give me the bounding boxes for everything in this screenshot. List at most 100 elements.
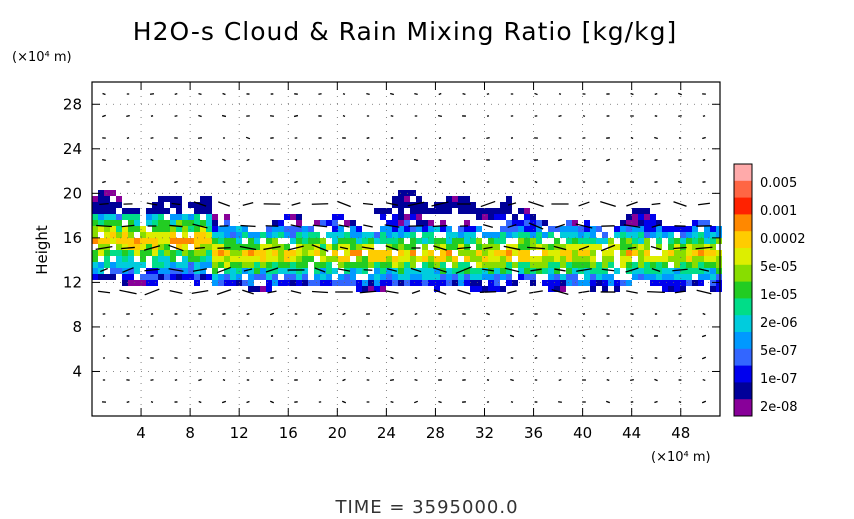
field-cell-1042	[668, 280, 674, 286]
field-cell-120	[152, 214, 158, 220]
field-cell-878	[566, 274, 572, 280]
field-cell-204	[194, 208, 200, 214]
wind-vector-384	[696, 289, 712, 295]
field-cell-953	[620, 232, 626, 238]
field-cell-188	[182, 250, 188, 256]
field-cell-360	[278, 268, 284, 274]
field-cell-925	[596, 262, 602, 268]
wind-vector-163	[342, 378, 346, 382]
field-cell-922	[596, 226, 602, 232]
field-cell-119	[152, 208, 158, 214]
field-cell-714	[476, 238, 482, 244]
field-cell-835	[542, 250, 548, 256]
field-cell-108	[146, 208, 152, 214]
field-cell-972	[632, 214, 638, 220]
field-cell-1044	[674, 226, 680, 232]
field-cell-169	[170, 274, 176, 280]
x-tick-label-9: 40	[573, 424, 592, 442]
field-cell-306	[248, 244, 254, 250]
wind-vector-60	[198, 93, 202, 95]
field-cell-576	[404, 262, 410, 268]
field-cell-804	[524, 226, 530, 232]
wind-vector-155	[337, 200, 351, 208]
wind-vector-83	[217, 266, 231, 274]
field-cell-715	[476, 244, 482, 250]
field-cell-516	[380, 232, 386, 238]
field-cell-626	[428, 268, 434, 274]
field-cell-1088	[698, 244, 704, 250]
field-cell-97	[134, 268, 140, 274]
field-cell-583	[410, 214, 416, 220]
colorbar-swatch-4	[734, 231, 752, 249]
field-cell-195	[188, 220, 194, 226]
field-cell-631	[434, 226, 440, 232]
field-cell-755	[494, 280, 500, 286]
field-cell-259	[218, 250, 224, 256]
field-cell-557	[398, 232, 404, 238]
field-cell-1004	[644, 268, 650, 274]
field-cell-877	[566, 268, 572, 274]
colorbar-swatch-3	[734, 214, 752, 232]
chart-title: H2O-s Cloud & Rain Mixing Ratio [kg/kg]	[133, 17, 677, 46]
field-cell-857	[554, 274, 560, 280]
field-cell-444	[332, 256, 338, 262]
field-cell-152	[164, 244, 170, 250]
wind-vector-367	[673, 246, 687, 250]
field-cell-367	[284, 256, 290, 262]
field-cell-833	[542, 232, 548, 238]
field-cell-983	[638, 214, 644, 220]
wind-vector-360	[678, 92, 682, 96]
field-cell-1067	[686, 238, 692, 244]
field-cell-923	[596, 238, 602, 244]
field-cell-759	[500, 214, 506, 220]
field-cell-689	[464, 220, 470, 226]
field-cell-324	[260, 244, 266, 250]
field-cell-632	[434, 238, 440, 244]
colorbar-swatch-13	[734, 382, 752, 400]
field-cell-978	[632, 250, 638, 256]
field-cell-27	[104, 196, 110, 202]
field-cell-52	[116, 196, 122, 202]
field-cell-362	[284, 214, 290, 220]
field-cell-345	[272, 238, 278, 244]
field-cell-358	[278, 256, 284, 262]
field-cell-522	[380, 274, 386, 280]
field-cell-650	[440, 274, 446, 280]
wind-vector-171	[363, 224, 373, 228]
x-tick-label-11: 48	[671, 424, 690, 442]
field-cell-38	[104, 262, 110, 268]
field-cell-389	[296, 256, 302, 262]
field-cell-489	[362, 256, 368, 262]
field-cell-126	[152, 250, 158, 256]
field-cell-590	[410, 262, 416, 268]
field-cell-596	[416, 208, 422, 214]
wind-vector-177	[365, 356, 371, 360]
field-cell-1011	[650, 262, 656, 268]
field-cell-839	[542, 280, 548, 286]
wind-vector-389	[701, 400, 707, 404]
field-cell-187	[182, 244, 188, 250]
field-cell-274	[224, 274, 230, 280]
field-cell-994	[644, 208, 650, 214]
field-cell-754	[494, 274, 500, 280]
colorbar: 0.005 0.001 0.0002 5e-05 1e-05 2e-06 5e-07 1e-0…	[733, 163, 806, 417]
field-cell-780	[506, 274, 512, 280]
field-cell-361	[278, 280, 284, 286]
field-cell-674	[458, 196, 464, 202]
field-cell-1095	[704, 220, 710, 226]
field-cell-966	[626, 250, 632, 256]
wind-vector-126	[290, 224, 302, 228]
field-cell-190	[182, 262, 188, 268]
field-cell-250	[212, 256, 218, 262]
field-cell-822	[530, 274, 536, 280]
field-cell-1034	[668, 226, 674, 232]
field-cell-143	[158, 262, 164, 268]
wind-vector-104	[246, 400, 250, 404]
field-cell-161	[170, 220, 176, 226]
wind-vector-193	[389, 379, 395, 381]
y-tick-label-0: 4	[72, 362, 82, 380]
field-cell-561	[398, 256, 404, 262]
field-cell-1122	[716, 268, 722, 274]
field-cell-1084	[692, 280, 698, 286]
field-cell-492	[362, 280, 368, 286]
